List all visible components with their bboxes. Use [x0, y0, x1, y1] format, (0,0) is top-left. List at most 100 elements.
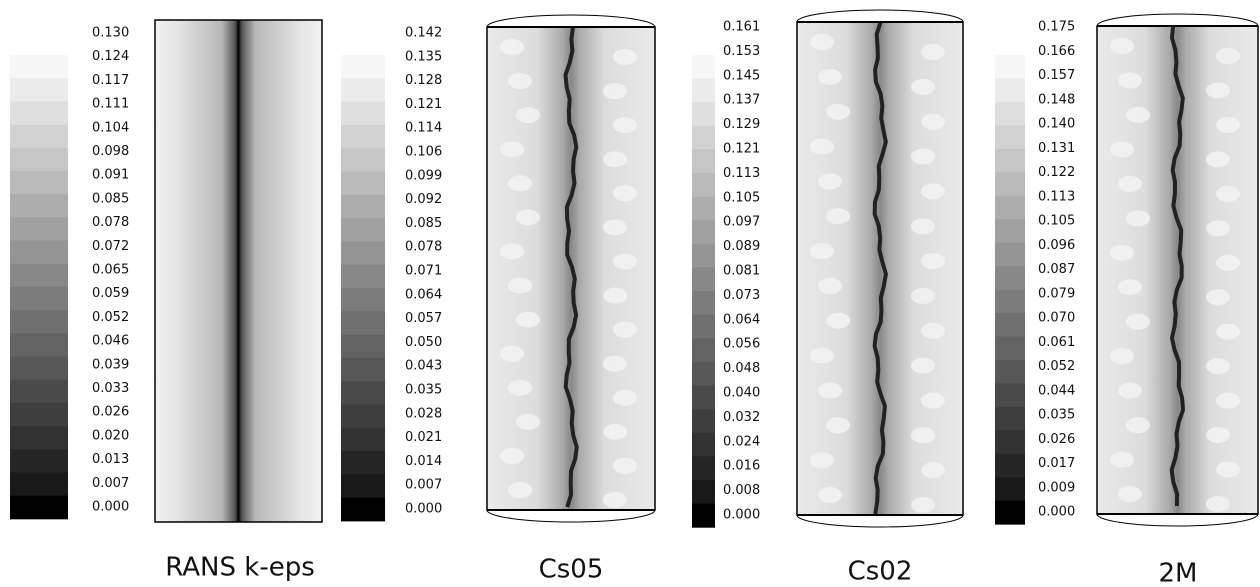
contour-blob — [818, 382, 842, 399]
contour-blob — [613, 185, 637, 202]
colorbar-tick-label: 0.052 — [1038, 359, 1075, 374]
panel-caption: Cs05 — [539, 555, 604, 585]
colorbar-tick-label: 0.000 — [1038, 505, 1075, 520]
colorbar-band — [341, 55, 385, 79]
colorbar-band — [692, 338, 715, 363]
contour-blob — [1110, 141, 1134, 158]
contour-blob — [826, 208, 850, 225]
contour-blob — [603, 423, 627, 440]
contour-blob — [826, 103, 850, 120]
colorbar-band — [341, 381, 385, 405]
contour-blob — [1216, 48, 1240, 64]
colorbar-band — [995, 406, 1025, 431]
colorbar-band — [10, 310, 68, 334]
colorbar-tick-label: 0.124 — [92, 49, 129, 64]
contour-blob — [911, 218, 935, 235]
colorbar-tick-label: 0.000 — [405, 502, 442, 517]
contour-blob — [921, 253, 945, 270]
colorbar-band — [995, 125, 1025, 150]
colorbar-tick-label: 0.013 — [92, 452, 129, 467]
contour-blob — [1206, 289, 1230, 306]
contour-blob — [1206, 82, 1230, 99]
colorbar-band — [692, 220, 715, 245]
contour-blob — [613, 389, 637, 406]
colorbar-band — [341, 194, 385, 219]
contour-blob — [508, 277, 532, 294]
contour-blob — [911, 148, 935, 165]
contour-blob — [516, 209, 540, 226]
contour-blob — [810, 138, 834, 155]
contour-blob — [911, 287, 935, 304]
cylinder-cap — [486, 509, 656, 523]
contour-blob — [1118, 72, 1142, 89]
contour-blob — [921, 392, 945, 409]
contour-blob — [613, 49, 637, 65]
colorbar-tick-label: 0.065 — [92, 263, 129, 278]
contour-blob — [1126, 210, 1150, 227]
colorbar-tick-label: 0.035 — [1038, 408, 1075, 423]
colorbar-tick-label: 0.098 — [92, 144, 129, 159]
colorbar-band — [341, 357, 385, 382]
colorbar-tick-label: 0.117 — [92, 73, 129, 88]
contour-blob — [818, 277, 842, 294]
contour-blob — [1206, 358, 1230, 375]
panel-caption: 2M — [1159, 559, 1198, 587]
contour-blob — [911, 427, 935, 444]
colorbar-band — [692, 55, 715, 80]
vortex-core — [872, 21, 888, 515]
panel-caption: Cs02 — [848, 557, 913, 587]
contour-blob — [921, 322, 945, 339]
colorbar-band — [341, 404, 385, 429]
colorbar-tick-label: 0.113 — [723, 166, 760, 181]
colorbar-tick-label: 0.056 — [723, 337, 760, 352]
colorbar-tick-label: 0.061 — [1038, 335, 1075, 350]
colorbar-band — [341, 497, 385, 522]
panel-caption: RANS k-eps — [165, 553, 315, 583]
contour-blob — [613, 117, 637, 134]
contour-blob — [603, 151, 627, 168]
colorbar-band — [10, 356, 68, 381]
colorbar-band — [995, 101, 1025, 126]
colorbar-tick-label: 0.044 — [1038, 383, 1075, 398]
colorbar-band — [995, 313, 1025, 337]
colorbar-tick-label: 0.000 — [92, 500, 129, 515]
colorbar-tick-label: 0.113 — [1038, 189, 1075, 204]
colorbar-tick-label: 0.148 — [1038, 92, 1075, 107]
colorbar-band — [341, 171, 385, 196]
colorbar-tick-label: 0.032 — [723, 410, 760, 425]
colorbar-tick-label: 0.028 — [405, 406, 442, 421]
vortex-core — [563, 26, 579, 508]
colorbar-tick-label: 0.073 — [723, 288, 760, 303]
colorbar-band — [995, 242, 1025, 267]
colorbar-band — [995, 453, 1025, 478]
contour-blob — [1206, 427, 1230, 444]
colorbar-band — [692, 479, 715, 505]
contour-blob — [1110, 348, 1134, 365]
colorbar-band — [692, 102, 715, 127]
colorbar-tick-label: 0.021 — [405, 430, 442, 445]
contour-blob — [1126, 313, 1150, 330]
colorbar-band — [692, 173, 715, 198]
colorbar-tick-label: 0.026 — [92, 405, 129, 420]
contour-blob — [1216, 461, 1240, 478]
colorbar-band — [995, 289, 1025, 314]
contour-blob — [500, 447, 524, 464]
contour-blob — [500, 141, 524, 158]
colorbar-band — [995, 336, 1025, 361]
colorbar-band — [10, 472, 68, 497]
colorbar-tick-label: 0.008 — [723, 483, 760, 498]
contour-blob — [508, 379, 532, 396]
contour-blob — [911, 78, 935, 95]
colorbar-band — [341, 78, 385, 103]
contour-blob — [1206, 496, 1230, 512]
colorbar-band — [692, 409, 715, 434]
colorbar-band — [341, 311, 385, 336]
colorbar-tick-label: 0.085 — [405, 216, 442, 231]
colorbar-band — [692, 267, 715, 292]
contour-blob — [826, 417, 850, 434]
contour-blob — [810, 34, 834, 50]
colorbar-band — [995, 55, 1025, 79]
colorbar-band — [995, 359, 1025, 384]
colorbar-tick-label: 0.072 — [92, 239, 129, 254]
colorbar-tick-label: 0.070 — [1038, 311, 1075, 326]
